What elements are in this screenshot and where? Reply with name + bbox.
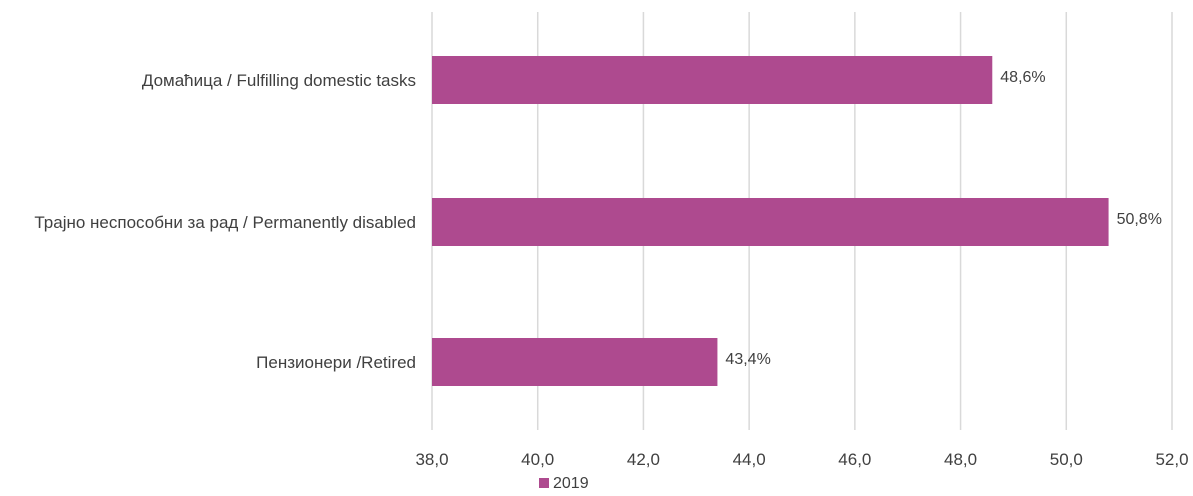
x-tick-label: 50,0 [1050, 450, 1083, 469]
x-tick-label: 42,0 [627, 450, 660, 469]
data-label: 50,8% [1117, 211, 1162, 228]
legend-swatch [539, 478, 549, 488]
x-tick-label: 52,0 [1155, 450, 1188, 469]
x-tick-label: 40,0 [521, 450, 554, 469]
data-label: 43,4% [725, 351, 770, 368]
category-label: Трајно неспособни за рад / Permanently d… [34, 213, 416, 232]
bar [432, 56, 993, 104]
x-tick-label: 46,0 [838, 450, 871, 469]
category-label: Домаћица / Fulfilling domestic tasks [142, 71, 416, 90]
bar [432, 198, 1109, 246]
legend-label: 2019 [553, 475, 589, 491]
x-tick-label: 48,0 [944, 450, 977, 469]
bar [432, 338, 718, 386]
x-tick-label: 44,0 [733, 450, 766, 469]
data-label: 48,6% [1000, 69, 1045, 86]
category-label: Пензионери /Retired [256, 353, 416, 372]
x-tick-label: 38,0 [415, 450, 448, 469]
